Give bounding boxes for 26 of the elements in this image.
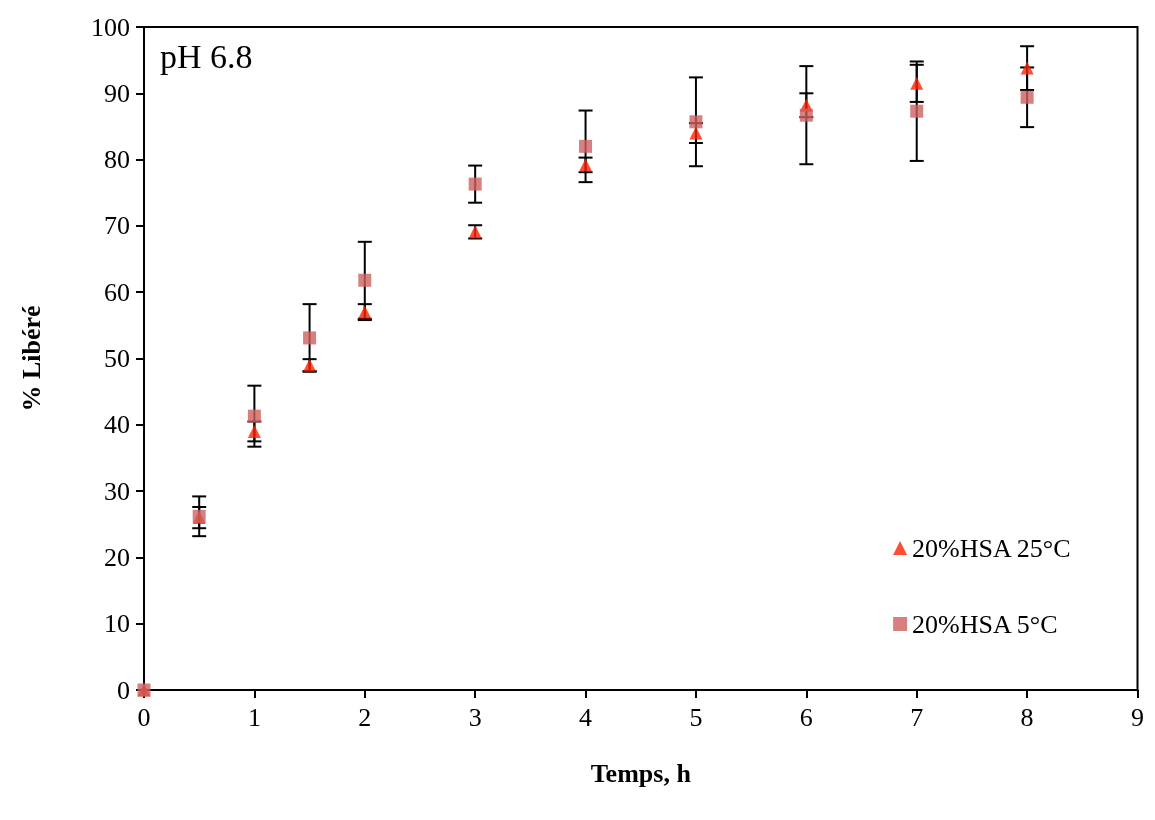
y-tick-label: 100 bbox=[91, 12, 130, 42]
x-tick-label: 0 bbox=[137, 702, 151, 732]
x-tick-label: 2 bbox=[358, 702, 372, 732]
x-tick-label: 7 bbox=[910, 702, 924, 732]
x-axis-title: Temps, h bbox=[590, 758, 692, 788]
y-tick-label: 30 bbox=[104, 476, 130, 506]
y-tick-label: 70 bbox=[104, 211, 130, 241]
x-tick-label: 4 bbox=[579, 702, 593, 732]
y-tick-label: 10 bbox=[104, 609, 130, 639]
y-tick-label: 60 bbox=[104, 277, 130, 307]
y-tick-label: 40 bbox=[104, 410, 130, 440]
x-tick-label: 6 bbox=[799, 702, 813, 732]
y-tick-label: 90 bbox=[104, 78, 130, 108]
y-tick-label: 50 bbox=[104, 344, 130, 373]
x-tick-label: 5 bbox=[689, 702, 703, 732]
y-tick-label: 80 bbox=[104, 145, 130, 175]
y-tick-label: 20 bbox=[104, 542, 130, 572]
x-tick-label: 8 bbox=[1020, 702, 1034, 732]
annotation: pH 6.8 bbox=[160, 37, 253, 75]
x-tick-label: 1 bbox=[247, 702, 261, 732]
y-axis-title: % Libéré bbox=[16, 305, 46, 412]
x-tick-label: 3 bbox=[468, 702, 482, 732]
legend-label: 20%HSA 5°C bbox=[912, 609, 1058, 639]
y-tick-label: 0 bbox=[117, 675, 130, 705]
x-tick-label: 9 bbox=[1131, 702, 1144, 732]
legend-label: 20%HSA 25°C bbox=[912, 533, 1071, 563]
